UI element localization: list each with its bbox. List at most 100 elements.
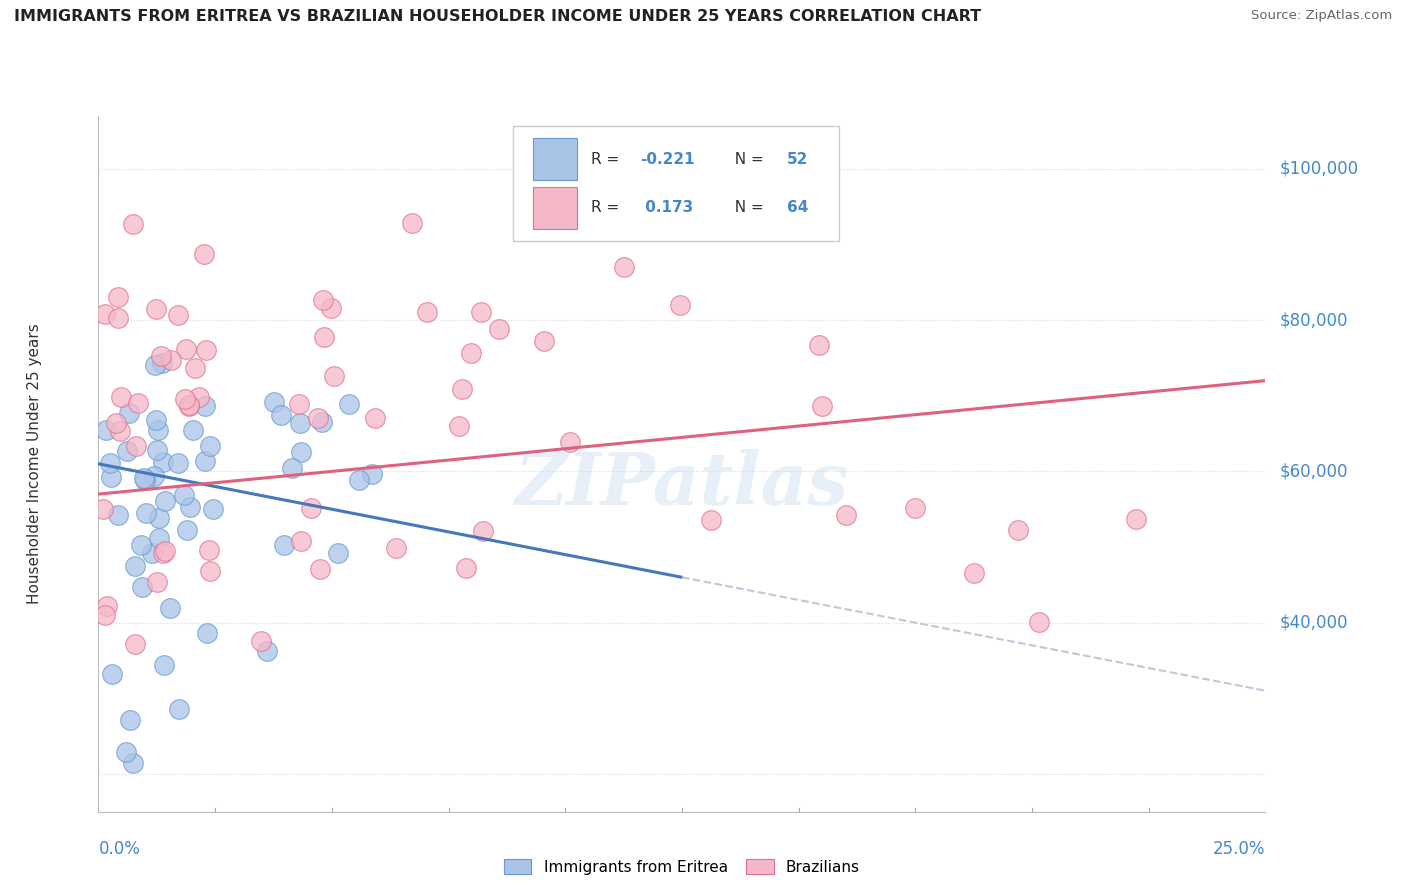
Point [177, 398, 200, 412]
Point [131, 581, 153, 595]
Point [290, 444, 312, 458]
Point [201, 502, 224, 516]
Point [460, 345, 482, 359]
Point [1125, 512, 1147, 526]
Point [700, 513, 723, 527]
Text: 52: 52 [787, 152, 808, 167]
Point [451, 383, 474, 397]
Point [197, 626, 219, 640]
Point [308, 562, 330, 576]
Point [193, 246, 215, 260]
Point [288, 416, 311, 430]
Point [93, 501, 115, 516]
Point [142, 469, 165, 483]
Point [326, 546, 349, 560]
Point [148, 532, 170, 546]
Point [150, 356, 173, 370]
Point [1007, 523, 1029, 537]
Point [456, 561, 478, 575]
Point [148, 511, 170, 525]
Point [179, 500, 201, 514]
Point [134, 473, 156, 487]
Point [145, 358, 167, 372]
Point [312, 330, 335, 344]
Point [835, 508, 858, 522]
Point [121, 218, 143, 232]
Bar [533, 187, 576, 228]
Point [194, 399, 217, 413]
FancyBboxPatch shape [513, 127, 839, 241]
Point [118, 406, 141, 420]
Point [167, 308, 190, 322]
Point [176, 524, 198, 538]
Point [150, 349, 173, 363]
Point [115, 443, 138, 458]
Point [174, 342, 197, 356]
Point [94, 608, 117, 623]
Point [312, 293, 335, 308]
Point [100, 469, 122, 483]
Point [110, 390, 132, 404]
Point [145, 442, 167, 457]
Point [384, 541, 406, 556]
Point [160, 353, 183, 368]
Bar [533, 138, 576, 180]
Point [187, 390, 209, 404]
Point [146, 423, 169, 437]
Point [613, 260, 636, 275]
Point [339, 397, 361, 411]
Point [135, 507, 157, 521]
Point [488, 322, 510, 336]
Text: 25.0%: 25.0% [1213, 839, 1265, 857]
Point [198, 542, 221, 557]
Point [167, 702, 190, 716]
Point [183, 361, 205, 376]
Point [173, 488, 195, 502]
Point [115, 745, 138, 759]
Point [904, 501, 927, 516]
Point [152, 546, 174, 560]
Point [200, 564, 222, 578]
Point [146, 575, 169, 590]
Text: $40,000: $40,000 [1279, 614, 1348, 632]
Point [299, 501, 322, 516]
Point [307, 411, 329, 425]
Legend: Immigrants from Eritrea, Brazilians: Immigrants from Eritrea, Brazilians [498, 853, 866, 880]
Point [198, 440, 221, 454]
Point [311, 416, 333, 430]
Point [124, 439, 146, 453]
Point [195, 343, 218, 358]
Point [290, 534, 312, 549]
Point [93, 307, 115, 321]
Text: Source: ZipAtlas.com: Source: ZipAtlas.com [1251, 9, 1392, 22]
Point [153, 494, 176, 508]
Point [145, 412, 167, 426]
Point [153, 544, 176, 558]
Text: ZIPatlas: ZIPatlas [515, 450, 849, 520]
Text: $80,000: $80,000 [1279, 311, 1348, 329]
Point [132, 471, 155, 485]
Point [323, 369, 346, 384]
Point [401, 216, 423, 230]
Point [533, 334, 555, 349]
Point [107, 290, 129, 304]
Text: 64: 64 [787, 201, 808, 215]
Point [110, 424, 132, 438]
Text: R =: R = [591, 201, 624, 215]
Text: 0.173: 0.173 [640, 201, 693, 215]
Point [145, 301, 167, 316]
Point [273, 538, 295, 552]
Point [100, 667, 122, 681]
Point [962, 566, 984, 580]
Point [249, 634, 271, 648]
Point [141, 546, 163, 560]
Point [416, 305, 439, 319]
Point [152, 455, 174, 469]
Point [120, 713, 142, 727]
Point [131, 538, 153, 552]
Text: -0.221: -0.221 [640, 152, 695, 167]
Point [449, 419, 471, 434]
Point [668, 298, 690, 312]
Point [124, 559, 146, 574]
Point [281, 461, 304, 475]
